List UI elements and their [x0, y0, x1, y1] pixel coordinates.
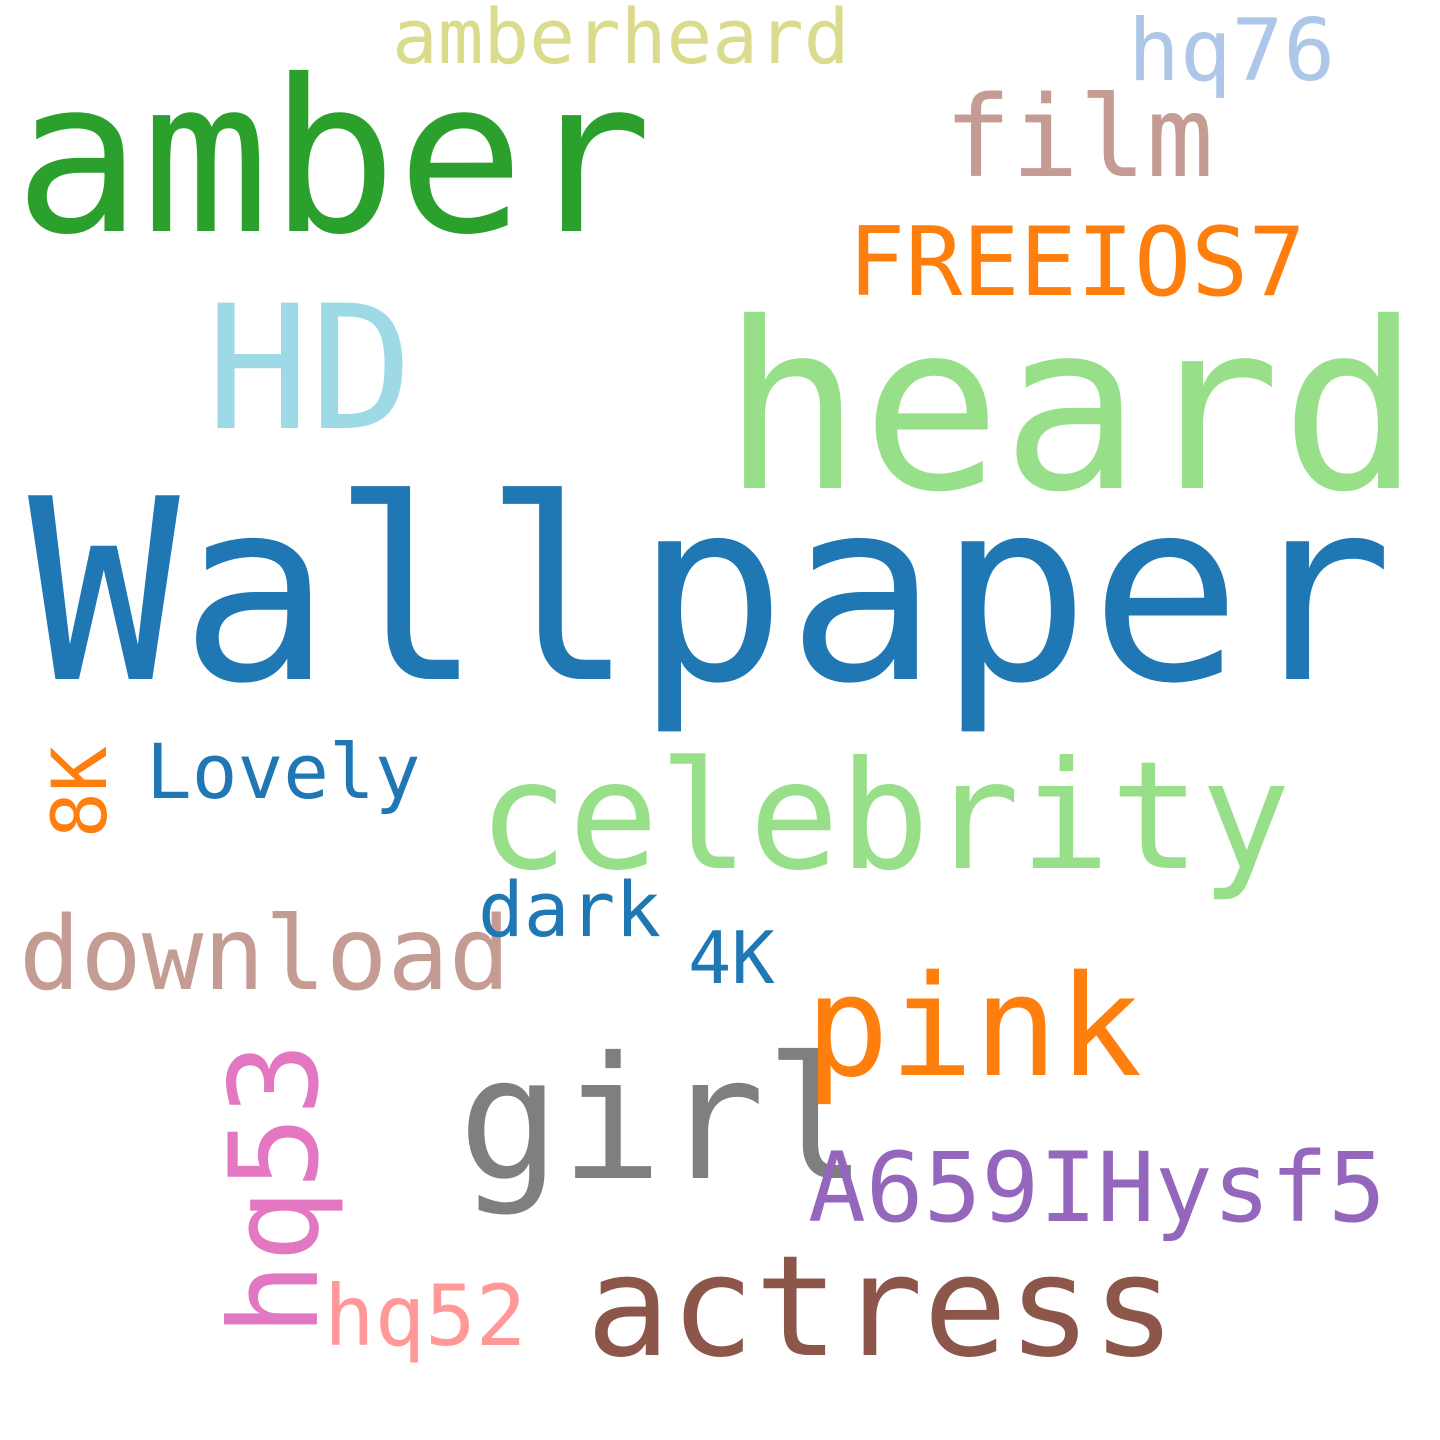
word-lovely: Lovely — [146, 727, 421, 816]
word-celebrity: celebrity — [478, 730, 1291, 904]
word-4k: 4K — [688, 916, 775, 1000]
word-dark: dark — [478, 865, 662, 954]
word-hq53: hq53 — [204, 1042, 346, 1336]
word-hd: HD — [206, 268, 414, 469]
word-film: film — [944, 73, 1214, 203]
word-wallpaper: Wallpaper — [28, 446, 1394, 739]
word-a659ihysf5: A659IHysf5 — [808, 1132, 1386, 1244]
word-girl: girl — [458, 1021, 868, 1219]
word-download: download — [19, 895, 511, 1014]
word-pink: pink — [805, 946, 1143, 1109]
word-hq76: hq76 — [1128, 1, 1336, 101]
word-actress: actress — [586, 1226, 1177, 1389]
word-hq52: hq52 — [324, 1267, 527, 1365]
word-8k: 8K — [35, 746, 124, 838]
word-heard: heard — [722, 273, 1421, 543]
word-freeios7: FREEIOS7 — [848, 208, 1306, 318]
word-amber: amber — [14, 34, 653, 281]
word-amberheard: amberheard — [392, 0, 850, 81]
